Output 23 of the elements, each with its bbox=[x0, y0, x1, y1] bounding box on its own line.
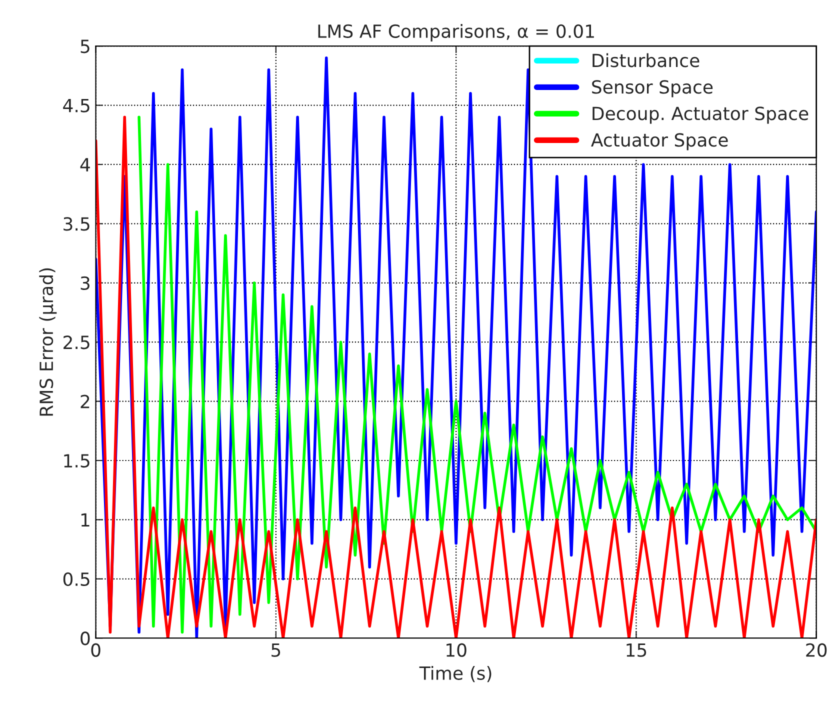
y-axis-title: RMS Error (μrad) bbox=[39, 268, 57, 416]
x-axis-title: Time (s) bbox=[419, 666, 492, 682]
y-tick-label: 2 bbox=[80, 394, 90, 408]
legend-label: Disturbance bbox=[592, 53, 700, 68]
y-tick-label: 3.5 bbox=[64, 217, 90, 231]
x-tick-label: 10 bbox=[446, 643, 466, 657]
legend-label: Sensor Space bbox=[592, 80, 713, 98]
y-tick-label: 5 bbox=[80, 40, 90, 54]
x-tick-label: 5 bbox=[272, 644, 280, 657]
x-tick-label: 15 bbox=[626, 644, 646, 657]
legend-label: Decoup. Actuator Space bbox=[592, 106, 808, 124]
y-tick-label: 4.5 bbox=[63, 98, 90, 112]
y-tick-label: 4 bbox=[80, 158, 90, 172]
x-tick-label: 0 bbox=[91, 643, 100, 657]
legend-label: Actuator Space bbox=[591, 133, 728, 150]
y-tick-label: 0.5 bbox=[63, 572, 90, 586]
y-tick-label: 2.5 bbox=[64, 336, 90, 350]
y-tick-label: 1 bbox=[81, 513, 90, 527]
chart-title: LMS AF Comparisons, α = 0.01 bbox=[318, 24, 594, 42]
y-tick-label: 3 bbox=[80, 276, 90, 290]
y-tick-label: 0 bbox=[80, 632, 90, 646]
y-tick-label: 1.5 bbox=[64, 454, 90, 468]
x-tick-label: 20 bbox=[806, 643, 827, 657]
